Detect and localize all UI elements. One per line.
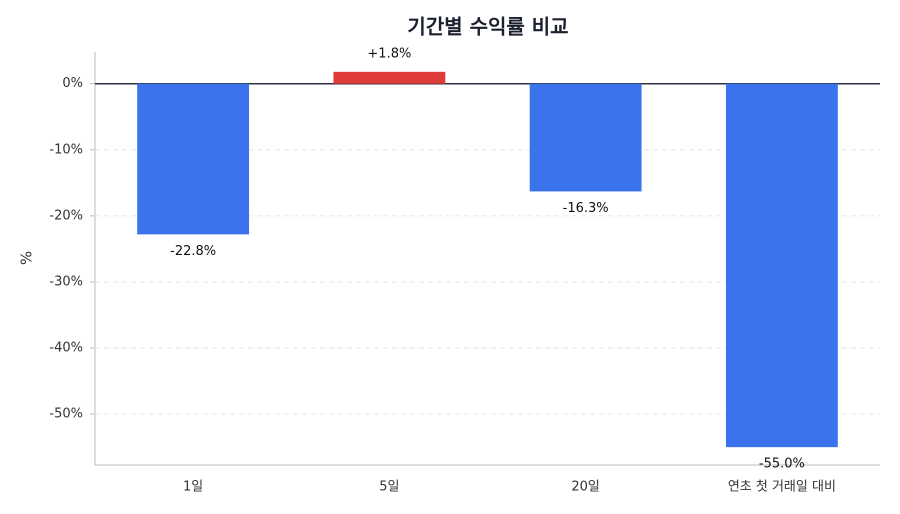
y-tick-label: -10%	[49, 142, 83, 157]
chart-title: 기간별 수익률 비교	[407, 15, 568, 39]
y-tick-label: -50%	[49, 407, 83, 422]
y-tick-label: 0%	[62, 76, 83, 91]
bar	[333, 71, 446, 84]
bar	[529, 83, 642, 192]
x-tick-label: 5일	[379, 480, 399, 495]
data-label: -16.3%	[563, 201, 609, 216]
y-tick-label: -40%	[49, 341, 83, 356]
x-tick-label: 연초 첫 거래일 대비	[728, 480, 836, 495]
bar	[725, 83, 838, 448]
data-label: -55.0%	[759, 457, 805, 472]
bar	[137, 83, 250, 235]
y-tick-label: -30%	[49, 274, 83, 289]
x-tick-label: 1일	[183, 480, 203, 495]
x-tick-label: 20일	[571, 480, 600, 495]
y-tick-label: -20%	[49, 208, 83, 223]
y-axis-label: %	[18, 251, 36, 265]
data-label: -22.8%	[170, 244, 216, 259]
data-label: +1.8%	[367, 46, 411, 61]
